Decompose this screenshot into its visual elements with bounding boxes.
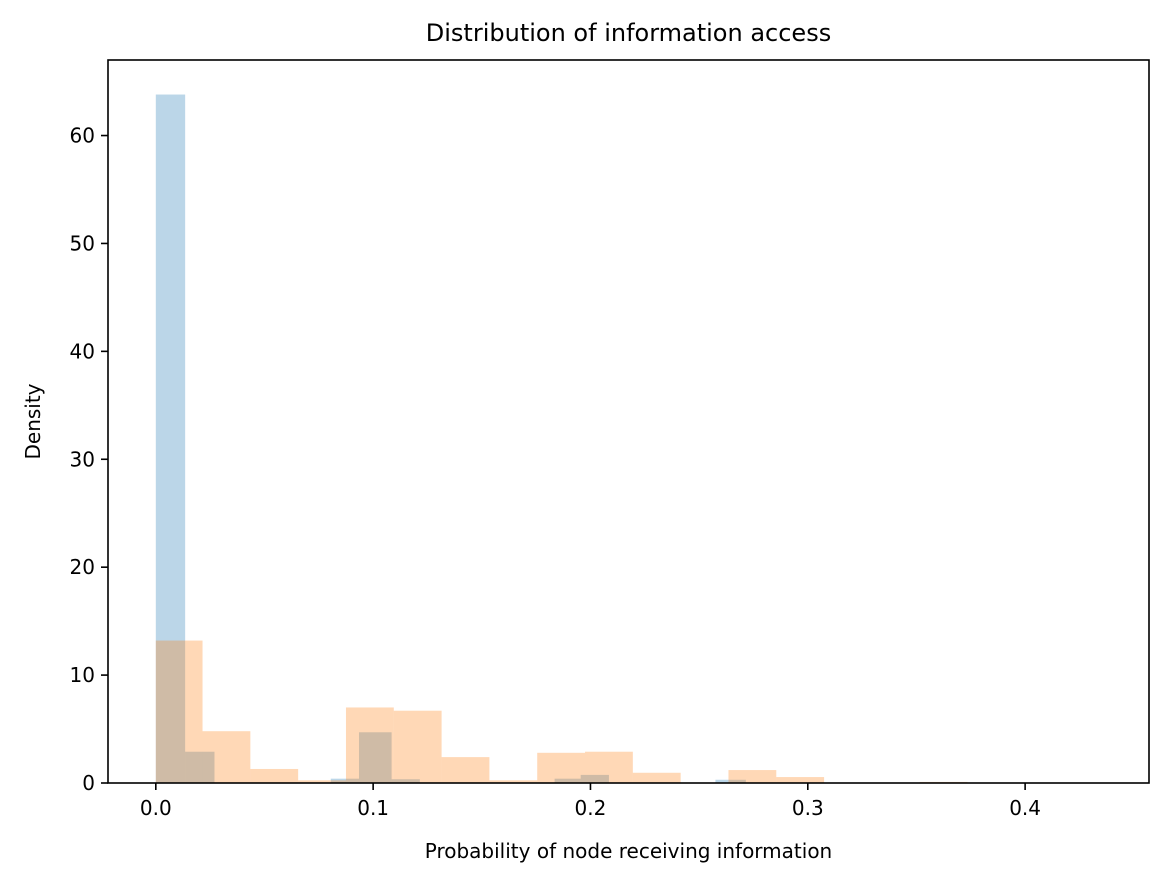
x-tick-label: 0.4 — [1009, 796, 1041, 820]
x-tick-label: 0.3 — [792, 796, 824, 820]
plot-frame — [107, 59, 1150, 784]
histogram-bar-series-1-bin-2 — [185, 751, 215, 783]
histogram-bar-series-1-bin-3 — [330, 778, 360, 783]
y-tick-label: 60 — [70, 124, 95, 148]
histogram-bar-series-2-bin-3 — [250, 768, 299, 783]
histogram-bars — [155, 94, 968, 783]
histogram-bar-series-1-bin-4 — [359, 732, 392, 783]
histogram-bar-series-2-bin-8 — [489, 780, 538, 783]
histogram-bar-series-2-bin-2 — [202, 731, 251, 783]
x-axis-label: Probability of node receiving informatio… — [425, 839, 832, 863]
y-axis-ticks: 0 10 20 30 40 50 60 — [70, 124, 108, 795]
y-tick-label: 30 — [70, 447, 95, 471]
histogram-bar-series-2-bin-5 — [345, 707, 394, 783]
histogram-bar-series-2-bin-12 — [728, 770, 777, 783]
histogram-bar-series-2-bin-1 — [155, 640, 203, 783]
histogram-bar-series-2-bin-6 — [393, 710, 442, 783]
chart-title: Distribution of information access — [426, 19, 831, 47]
histogram-bar-series-2-bin-11 — [632, 772, 681, 783]
y-tick-label: 50 — [70, 231, 95, 255]
histogram-bar-series-2-bin-13 — [776, 777, 825, 783]
x-tick-label: 0.1 — [357, 796, 389, 820]
y-axis-label: Density — [21, 383, 45, 459]
y-tick-label: 20 — [70, 555, 95, 579]
x-axis-ticks: 0.0 0.1 0.2 0.3 0.4 — [140, 783, 1041, 820]
histogram-bar-series-2-bin-10 — [585, 751, 633, 783]
histogram-bar-series-2-bin-9 — [537, 752, 586, 783]
histogram-bar-series-1-bin-6 — [554, 778, 581, 783]
y-tick-label: 0 — [82, 771, 95, 795]
y-tick-label: 10 — [70, 663, 95, 687]
x-tick-label: 0.2 — [575, 796, 607, 820]
x-tick-label: 0.0 — [140, 796, 172, 820]
histogram-bar-series-1-bin-8 — [715, 779, 746, 783]
histogram-bar-series-2-bin-7 — [441, 757, 490, 783]
histogram-bar-series-1-bin-7 — [580, 774, 609, 783]
histogram-bar-series-2-bin-4 — [298, 780, 346, 783]
histogram-bar-series-1-bin-1 — [155, 94, 186, 783]
y-tick-label: 40 — [70, 339, 95, 363]
histogram-bar-series-1-bin-5 — [391, 779, 420, 783]
